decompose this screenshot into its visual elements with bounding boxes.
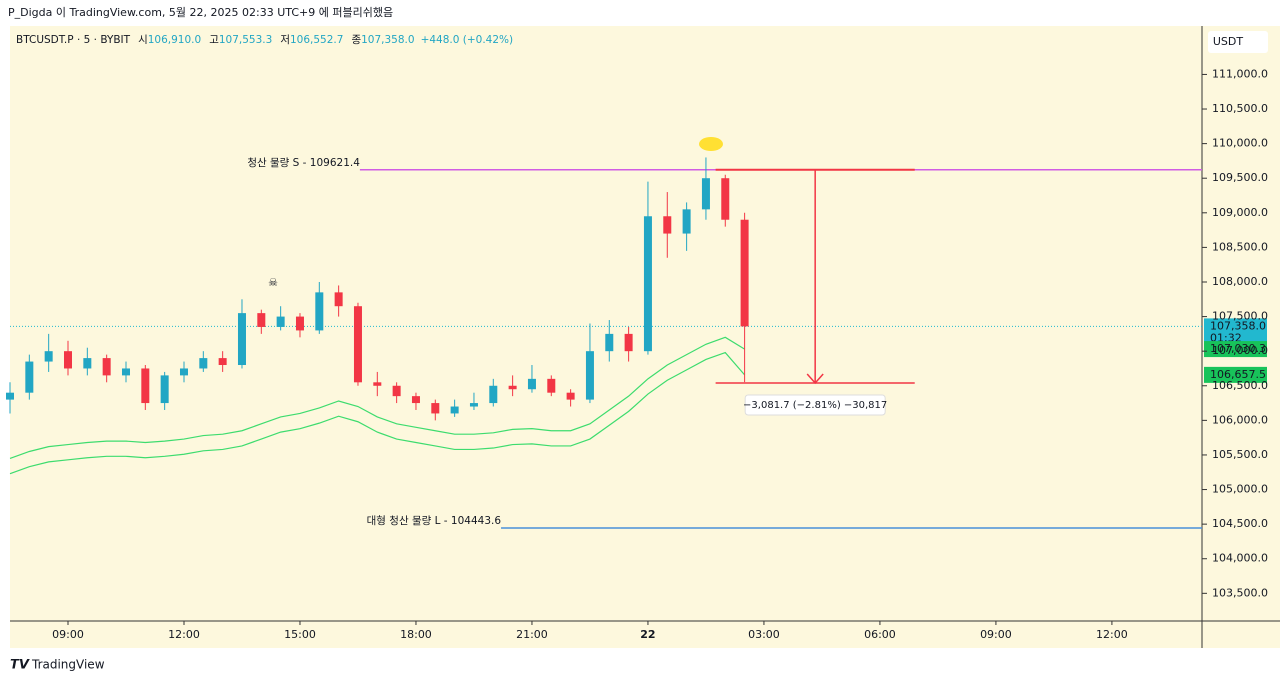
logo: 𝙏𝙑	[10, 658, 30, 673]
candle-body	[257, 313, 266, 327]
legend-value: 107,358.0	[361, 34, 414, 46]
x-tick-label: 12:00	[1096, 628, 1128, 641]
candle-body	[218, 358, 227, 366]
candle-body	[508, 385, 517, 390]
candle-body	[6, 392, 14, 400]
candle-body	[740, 219, 749, 327]
price-label-box	[1204, 341, 1267, 358]
currency: USDT	[1213, 35, 1244, 48]
footer: TradingView	[31, 658, 105, 672]
legend-change: +448.0 (+0.42%)	[421, 34, 514, 46]
y-tick-label: 110,500.0	[1212, 102, 1268, 115]
price-label: 107,358.0	[1210, 319, 1266, 332]
candle-body	[179, 368, 188, 376]
legend-label: 종	[351, 34, 361, 46]
candle-body	[663, 216, 672, 234]
candle-body	[63, 351, 72, 369]
candle-body	[315, 292, 324, 331]
candle-body	[624, 333, 633, 352]
x-tick-label: 03:00	[748, 628, 780, 641]
candle-body	[547, 378, 556, 393]
y-tick-label: 106,500.0	[1212, 379, 1268, 392]
candle-body	[527, 378, 536, 390]
time-axis-bg	[10, 621, 1202, 648]
y-tick-label: 111,000.0	[1212, 67, 1268, 80]
y-tick-label: 108,500.0	[1212, 240, 1268, 253]
candle-body	[373, 382, 382, 386]
marker	[699, 137, 723, 151]
y-tick-label: 107,000.0	[1212, 344, 1268, 357]
measure-arrow	[806, 169, 824, 385]
y-tick-label: 104,000.0	[1212, 552, 1268, 565]
symbol: BTCUSDT.P · 5 · BYBIT	[16, 34, 131, 46]
candle-body	[701, 178, 710, 210]
candle-body	[643, 216, 652, 352]
legend-label: 저	[280, 34, 290, 46]
candle-body	[295, 316, 304, 331]
candle-body	[102, 358, 111, 376]
candle-body	[237, 313, 246, 366]
measure-box	[744, 394, 886, 416]
y-tick-label: 107,500.0	[1212, 310, 1268, 323]
candle-body	[682, 209, 691, 234]
candle-body	[199, 358, 208, 369]
candle-body	[489, 385, 498, 404]
candle-body	[450, 406, 459, 414]
currency-box[interactable]	[1208, 31, 1268, 53]
legend-value: 106,552.7	[290, 34, 343, 46]
y-tick-label: 104,500.0	[1212, 517, 1268, 530]
legend-label: 시	[138, 34, 148, 46]
band-line	[9, 336, 745, 459]
candle-body	[353, 306, 362, 383]
candle-body	[334, 292, 343, 307]
y-tick-label: 105,500.0	[1212, 448, 1268, 461]
candle-body	[392, 385, 401, 397]
candle-body	[25, 361, 34, 393]
header: P_Digda 이 TradingView.com, 5월 22, 2025 0…	[8, 6, 393, 19]
legend-label: 고	[209, 34, 219, 46]
legend: BTCUSDT.P · 5 · BYBIT 시106,910.0 고107,553.…	[16, 34, 513, 46]
x-tick-label: 21:00	[516, 628, 548, 641]
legend-value: 106,910.0	[148, 34, 201, 46]
y-tick-label: 109,500.0	[1212, 171, 1268, 184]
x-tick-label: 06:00	[864, 628, 896, 641]
x-tick-label: 15:00	[284, 628, 316, 641]
candle-body	[83, 358, 92, 369]
x-tick-label: 18:00	[400, 628, 432, 641]
candle-body	[566, 392, 575, 400]
candle-body	[469, 403, 478, 407]
x-tick-label: 09:00	[52, 628, 84, 641]
icon: ☠	[268, 276, 278, 289]
candle-body	[411, 396, 420, 404]
price-label: 107,030.3	[1210, 342, 1266, 355]
candle-body	[605, 333, 614, 352]
candle-body	[44, 351, 53, 362]
plot-bg	[10, 26, 1202, 621]
x-tick-label: 22	[640, 628, 655, 641]
candle-body	[141, 368, 150, 404]
y-tick-label: 109,000.0	[1212, 206, 1268, 219]
level-label: 대형 청산 물량 L - 104443.6	[367, 515, 502, 527]
candle-body	[160, 375, 169, 404]
price-label: 106,657.5	[1210, 368, 1266, 381]
candle-body	[585, 351, 594, 400]
y-tick-label: 105,000.0	[1212, 483, 1268, 496]
candle-body	[721, 178, 730, 220]
band-line	[9, 351, 746, 475]
y-tick-label: 110,000.0	[1212, 137, 1268, 150]
measure-label: −3,081.7 (−2.81%) −30,817	[743, 400, 887, 411]
x-tick-label: 12:00	[168, 628, 200, 641]
y-tick-label: 108,000.0	[1212, 275, 1268, 288]
y-tick-label: 106,000.0	[1212, 413, 1268, 426]
candle-body	[276, 316, 285, 327]
price-label-box	[1204, 366, 1267, 383]
level-label: 청산 물량 S - 109621.4	[247, 157, 360, 169]
candle-body	[431, 403, 440, 414]
y-tick-label: 103,500.0	[1212, 586, 1268, 599]
x-tick-label: 09:00	[980, 628, 1012, 641]
candle-body	[121, 368, 130, 376]
legend-value: 107,553.3	[219, 34, 272, 46]
